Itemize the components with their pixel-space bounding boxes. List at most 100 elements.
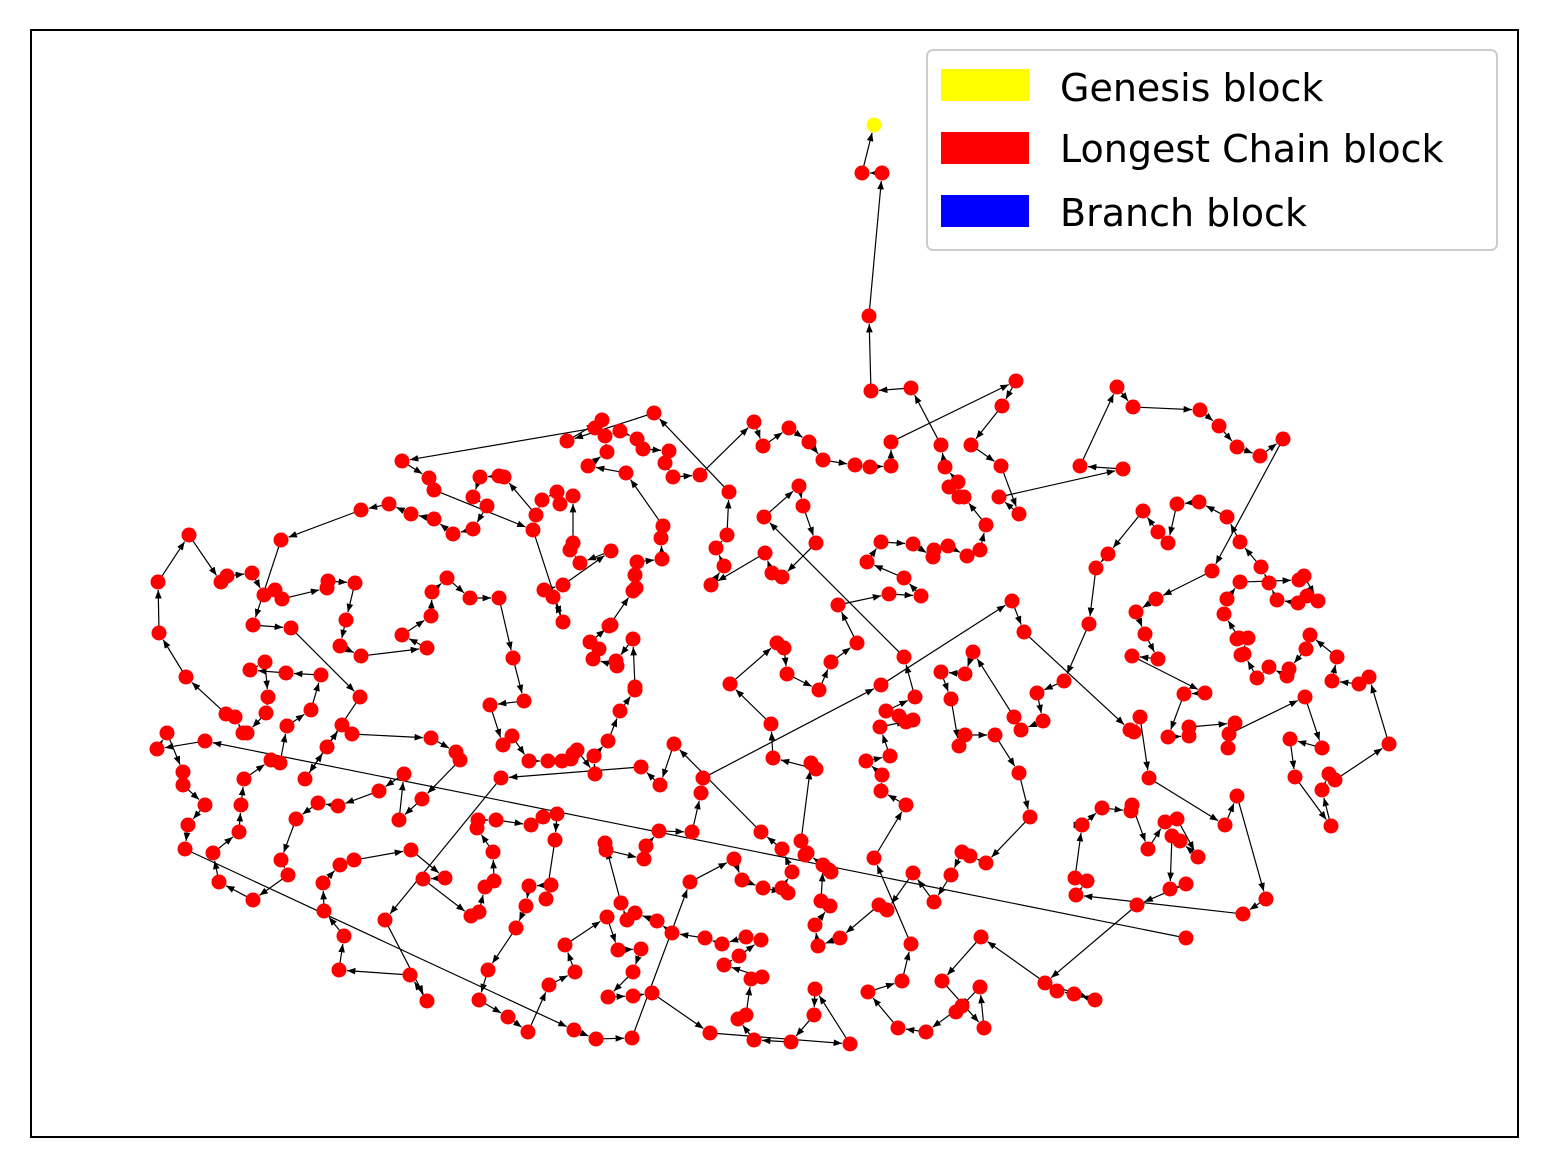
longest-chain-block-node <box>948 1004 964 1020</box>
longest-chain-block-node <box>477 879 493 895</box>
longest-chain-block-node <box>426 482 442 498</box>
longest-chain-block-node <box>860 984 876 1000</box>
longest-chain-block-node <box>976 1020 992 1036</box>
longest-chain-block-node <box>493 770 509 786</box>
longest-chain-block-node <box>535 809 551 825</box>
chain-edge <box>662 925 672 934</box>
longest-chain-block-node <box>863 383 879 399</box>
chain-edge <box>514 664 524 694</box>
longest-chain-block-node <box>956 489 972 505</box>
chain-edge <box>1275 670 1286 678</box>
chain-edge <box>259 878 283 896</box>
longest-chain-block-node <box>993 458 1009 474</box>
longest-chain-block-node <box>197 797 213 813</box>
chain-edge <box>998 740 1016 767</box>
longest-chain-block-node <box>874 165 890 181</box>
longest-chain-block-node <box>280 867 296 883</box>
chain-edge <box>484 1002 502 1014</box>
chain-edge <box>451 582 465 594</box>
longest-chain-block-node <box>1252 448 1268 464</box>
chain-edge <box>1112 516 1140 549</box>
longest-chain-block-node <box>244 565 260 581</box>
chain-edge <box>338 943 345 964</box>
longest-chain-block-node <box>279 718 295 734</box>
longest-chain-block-node <box>755 880 771 896</box>
chain-edge <box>657 996 704 1029</box>
longest-chain-block-node <box>424 584 440 600</box>
longest-chain-block-node <box>588 1031 604 1047</box>
longest-chain-block-node <box>1219 591 1235 607</box>
longest-chain-block-node <box>799 845 815 861</box>
longest-chain-block-node <box>528 507 544 523</box>
chain-edge <box>1083 893 1237 914</box>
chain-edge <box>212 740 1180 938</box>
chain-edge <box>744 944 755 953</box>
chain-edge <box>288 511 355 538</box>
longest-chain-block-node <box>523 817 539 833</box>
chain-edge <box>602 1035 625 1042</box>
longest-chain-block-node <box>334 717 350 733</box>
longest-chain-block-node <box>462 590 478 606</box>
longest-chain-block-node <box>448 744 464 760</box>
longest-chain-block-node <box>695 770 711 786</box>
longest-chain-block-node <box>586 748 602 764</box>
longest-chain-block-node <box>987 727 1003 743</box>
chain-edge <box>1147 517 1156 527</box>
chain-edge <box>1339 679 1353 687</box>
longest-chain-block-node <box>597 835 613 851</box>
chain-edge <box>1075 832 1084 872</box>
longest-chain-block-node <box>419 993 435 1009</box>
chain-edge <box>872 756 883 763</box>
longest-chain-block-node <box>963 437 979 453</box>
longest-chain-block-node <box>347 575 363 591</box>
longest-chain-block-node <box>205 845 221 861</box>
legend-label-branch: Branch block <box>1060 191 1307 235</box>
chain-edge <box>1271 589 1279 600</box>
longest-chain-block-node <box>313 667 329 683</box>
longest-chain-block-node <box>1314 782 1330 798</box>
longest-chain-block-node <box>801 434 817 450</box>
longest-chain-block-node <box>344 726 360 742</box>
longest-chain-block-node <box>881 586 897 602</box>
longest-chain-block-node <box>652 777 668 793</box>
chain-edge <box>620 644 630 656</box>
longest-chain-block-node <box>734 872 750 888</box>
longest-chain-block-node <box>599 909 615 925</box>
chain-edge <box>1044 683 1058 691</box>
longest-chain-block-node <box>859 554 875 570</box>
longest-chain-block-node <box>806 1007 822 1023</box>
longest-chain-block-node <box>625 988 641 1004</box>
longest-chain-block-node <box>159 725 175 741</box>
chain-edge <box>704 427 749 471</box>
chain-edge <box>1139 405 1193 413</box>
chain-edge <box>946 941 977 976</box>
chain-edge <box>1004 501 1015 511</box>
chain-edge <box>976 448 995 462</box>
longest-chain-block-node <box>1216 606 1232 622</box>
chain-edge <box>192 540 217 576</box>
longest-chain-block-node <box>338 612 354 628</box>
chain-edge <box>312 682 320 704</box>
chain-edge <box>288 588 320 598</box>
longest-chain-block-node <box>756 509 772 525</box>
longest-chain-block-node <box>175 764 191 780</box>
longest-chain-block-node <box>423 608 439 624</box>
chain-edge <box>695 862 728 880</box>
longest-chain-block-node <box>763 716 779 732</box>
longest-chain-block-node <box>1321 766 1337 782</box>
longest-chain-block-node <box>629 431 645 447</box>
chain-edge <box>591 456 601 465</box>
longest-chain-block-node <box>716 957 732 973</box>
longest-chain-block-node <box>918 1024 934 1040</box>
longest-chain-block-node <box>562 542 578 558</box>
longest-chain-block-node <box>657 455 673 471</box>
chain-edge <box>283 825 295 853</box>
chain-edge <box>475 480 482 490</box>
longest-chain-block-node <box>1298 641 1314 657</box>
longest-chain-block-node <box>439 570 455 586</box>
longest-chain-block-node <box>883 458 899 474</box>
chain-edge <box>302 806 313 815</box>
longest-chain-block-node <box>697 930 713 946</box>
chain-edge <box>1013 607 1022 625</box>
longest-chain-block-node <box>258 705 274 721</box>
